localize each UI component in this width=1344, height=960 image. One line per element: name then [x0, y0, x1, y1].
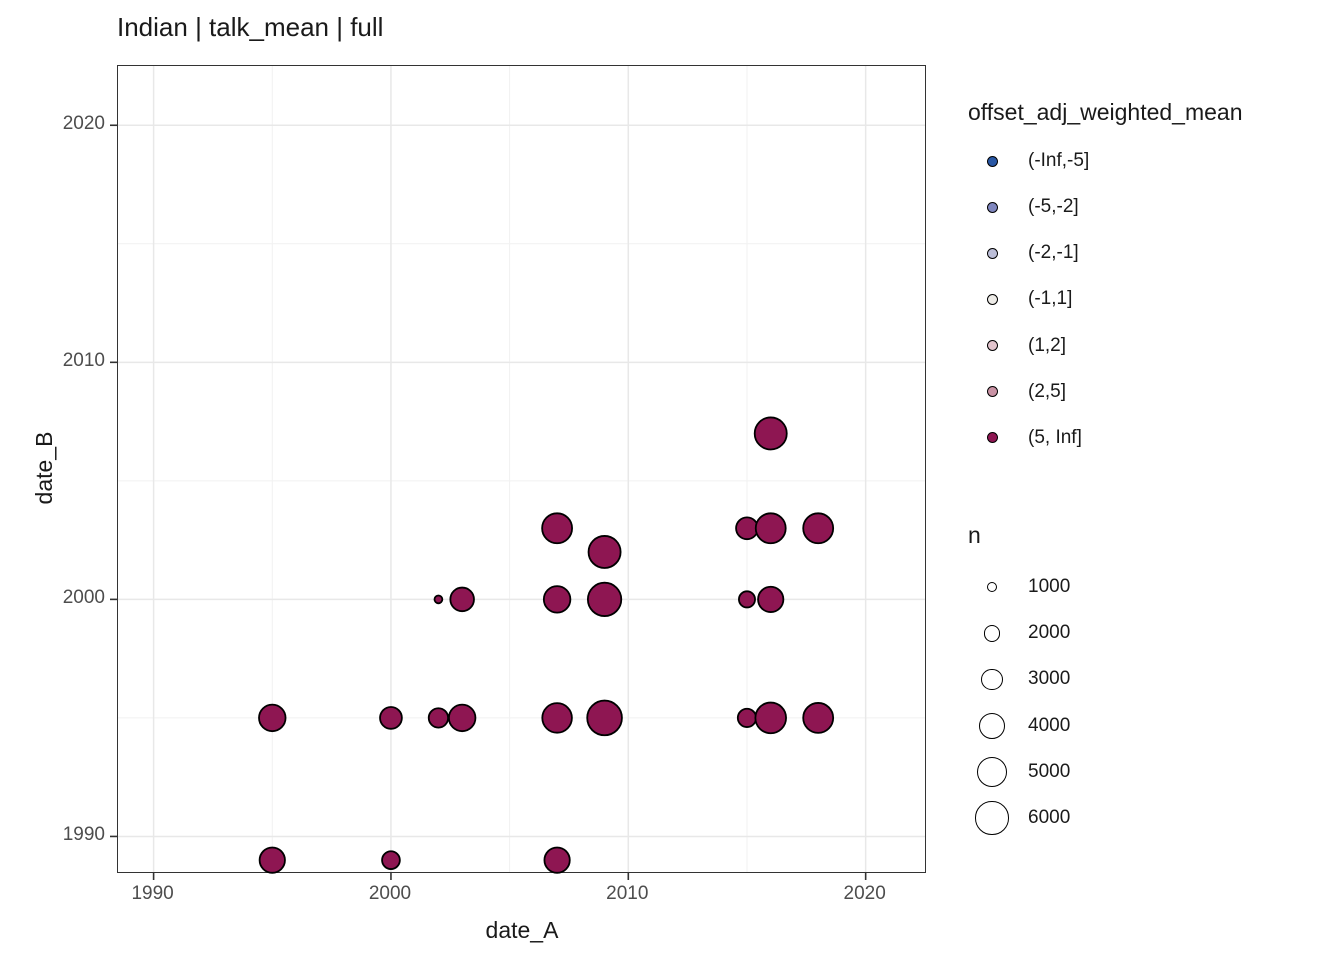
legend-color-label: (-1,1]	[1028, 288, 1073, 310]
legend-color-key	[968, 247, 1016, 259]
data-point	[258, 846, 286, 874]
legend-color-swatch-icon	[986, 340, 998, 352]
legend-color-swatch-icon	[986, 386, 998, 398]
plot-canvas	[110, 66, 925, 880]
legend-color-swatch-icon	[986, 155, 998, 167]
data-point	[449, 586, 475, 613]
data-point	[586, 581, 623, 617]
data-point	[754, 701, 787, 735]
legend-size-label: 5000	[1028, 760, 1071, 782]
data-point	[735, 516, 759, 541]
legend-size-key	[968, 582, 1016, 593]
legend-size-item: 4000	[968, 703, 1070, 749]
y-axis-title: date_B	[30, 431, 57, 505]
y-tick-label: 2010	[62, 350, 105, 372]
data-point	[541, 512, 573, 545]
data-point	[381, 850, 401, 870]
legend-color-label: (-2,-1]	[1028, 242, 1079, 264]
x-tick-label: 1990	[131, 883, 174, 904]
data-point	[754, 512, 787, 545]
legend-color-swatch-icon	[986, 201, 998, 213]
data-point	[586, 699, 623, 737]
legend-size-item: 3000	[968, 656, 1070, 702]
data-point	[738, 590, 756, 609]
legend-color-swatch-icon	[986, 293, 998, 305]
data-point	[757, 585, 785, 613]
legend-color-label: (1,2]	[1028, 334, 1067, 356]
data-point	[543, 846, 571, 874]
legend-color-item: (5, Inf]	[968, 415, 1089, 461]
data-point	[587, 535, 622, 569]
legend-size-item: 1000	[968, 564, 1070, 610]
legend-size-circle-icon	[978, 712, 1006, 739]
x-tick-label: 2010	[606, 883, 649, 904]
legend-color-label: (-Inf,-5]	[1028, 150, 1090, 172]
legend-size-key	[968, 668, 1016, 691]
color-legend: (-Inf,-5] (-5,-2] (-2,-1] (-1,1] (1,2] (2,5] (…	[968, 138, 1089, 461]
legend-color-swatch-icon	[986, 247, 998, 259]
data-point	[802, 702, 835, 734]
data-point	[379, 706, 403, 730]
y-tick-label: 1990	[62, 824, 105, 846]
legend-size-key	[968, 801, 1016, 835]
legend-color-key	[968, 340, 1016, 352]
legend-color-key	[968, 432, 1016, 444]
y-tick-label: 2000	[62, 587, 105, 609]
legend-size-circle-icon	[983, 624, 1001, 642]
legend-size-label: 2000	[1028, 622, 1071, 644]
legend-size-label: 1000	[1028, 576, 1071, 598]
legend-size-item: 2000	[968, 610, 1070, 656]
legend-color-key	[968, 155, 1016, 167]
color-legend-title: offset_adj_weighted_mean	[968, 99, 1243, 125]
legend-color-label: (2,5]	[1028, 380, 1067, 402]
data-point	[258, 703, 287, 733]
x-axis-title: date_A	[485, 917, 559, 943]
legend-size-label: 6000	[1028, 807, 1071, 829]
legend-size-key	[968, 624, 1016, 642]
legend-size-circle-icon	[981, 668, 1003, 691]
data-point	[802, 512, 835, 545]
legend-size-circle-icon	[987, 582, 997, 593]
data-point	[447, 703, 477, 733]
data-point	[433, 594, 444, 605]
legend-size-item: 6000	[968, 795, 1070, 841]
legend-color-item: (2,5]	[968, 369, 1089, 415]
legend-color-item: (-1,1]	[968, 276, 1089, 322]
legend-size-label: 3000	[1028, 668, 1071, 690]
legend-color-key	[968, 293, 1016, 305]
legend-size-item: 5000	[968, 749, 1070, 795]
legend-color-label: (5, Inf]	[1028, 426, 1082, 448]
y-tick-label: 2020	[62, 113, 105, 135]
plot-panel	[110, 65, 926, 880]
legend-color-key	[968, 201, 1016, 213]
x-tick-label: 2000	[368, 883, 412, 904]
plot-title: Indian | talk_mean | full	[117, 12, 384, 42]
legend-size-circle-icon	[977, 756, 1007, 787]
legend-color-item: (-Inf,-5]	[968, 138, 1089, 184]
legend-color-item: (-5,-2]	[968, 184, 1089, 230]
legend-size-label: 4000	[1028, 714, 1071, 736]
data-point	[541, 702, 573, 734]
legend-size-key	[968, 756, 1016, 787]
legend-size-circle-icon	[975, 801, 1009, 835]
legend-color-label: (-5,-2]	[1028, 196, 1079, 218]
data-point	[427, 707, 450, 729]
legend-color-item: (1,2]	[968, 323, 1089, 369]
size-legend-title: n	[968, 522, 981, 548]
data-point	[736, 707, 758, 728]
legend-color-swatch-icon	[986, 432, 998, 444]
size-legend: 1000 2000 3000 4000 5000 6000	[968, 564, 1070, 841]
data-point	[753, 416, 788, 451]
legend-color-key	[968, 386, 1016, 398]
legend-size-key	[968, 712, 1016, 739]
x-tick-label: 2020	[843, 883, 886, 904]
legend-color-item: (-2,-1]	[968, 230, 1089, 276]
data-point	[542, 585, 572, 614]
